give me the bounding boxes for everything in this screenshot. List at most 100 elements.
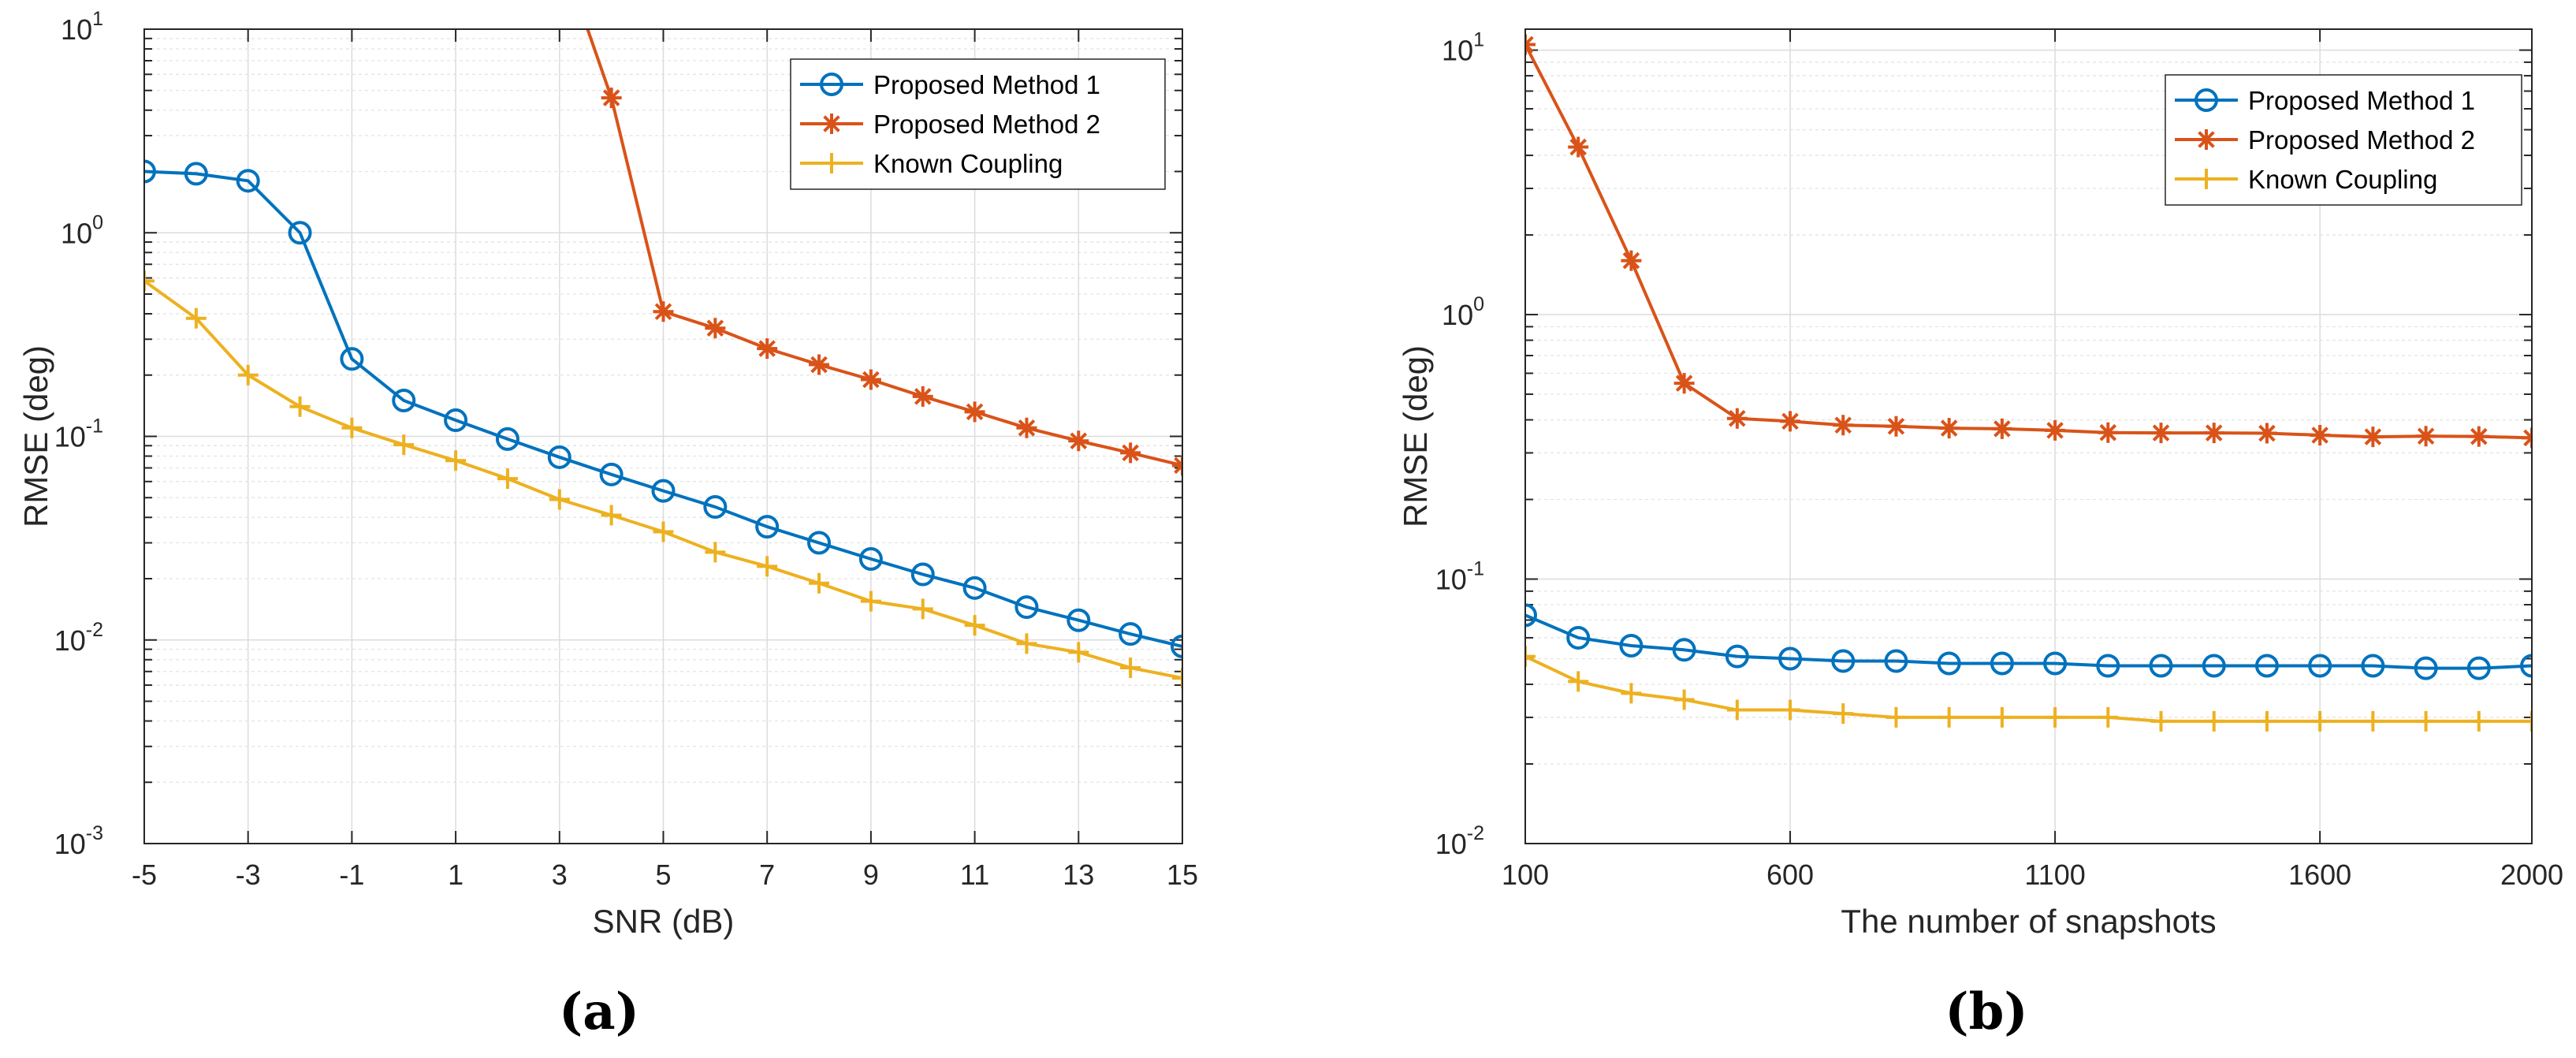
y-tick-label: 10-1: [1435, 558, 1484, 596]
data-point-plus: [2203, 710, 2224, 732]
data-point-circle: [1119, 622, 1143, 646]
y-tick-label: 101: [61, 8, 103, 46]
y-tick-base: 10: [1435, 828, 1467, 860]
data-point-plus: [2522, 710, 2532, 732]
x-tick-label: 15: [1167, 859, 1198, 891]
data-point-plus: [653, 521, 674, 542]
data-point-asterisk: [1780, 411, 1801, 432]
y-tick-base: 10: [61, 217, 92, 249]
x-tick-label: 3: [552, 859, 568, 891]
data-point-plus: [144, 270, 154, 292]
y-tick-label: 101: [1442, 29, 1484, 67]
legend-label: Proposed Method 2: [2248, 125, 2475, 155]
data-point-asterisk: [601, 88, 622, 109]
data-point-plus: [964, 615, 985, 636]
data-point-circle: [2149, 654, 2173, 678]
x-tick-label: 1600: [2288, 859, 2351, 891]
x-axis-label: The number of snapshots: [1841, 903, 2216, 940]
y-tick-exponent: -1: [86, 415, 103, 438]
legend-label: Proposed Method 1: [2248, 86, 2475, 115]
x-tick-label: 9: [863, 859, 879, 891]
legend-label: Known Coupling: [873, 149, 1063, 178]
data-point-asterisk: [860, 369, 881, 390]
axes-box: [143, 28, 1183, 844]
legend-label: Proposed Method 2: [873, 110, 1100, 139]
data-point-asterisk: [2098, 422, 2119, 443]
y-tick-exponent: 1: [1473, 29, 1484, 51]
y-axis-label: RMSE (deg): [1397, 345, 1434, 527]
data-point-plus: [1991, 706, 2012, 728]
series-line-1: [144, 170, 1182, 648]
data-point-asterisk: [1568, 136, 1589, 158]
data-point-plus: [1621, 683, 1642, 704]
data-point-circle: [288, 221, 312, 245]
data-point-asterisk: [1016, 417, 1037, 438]
data-point-asterisk: [964, 401, 985, 423]
legend-item: Proposed Method 2: [800, 110, 1100, 139]
data-point-plus: [1016, 633, 1037, 654]
data-point-circle: [1566, 625, 1591, 650]
data-point-plus: [912, 598, 933, 620]
x-tick-label: 7: [759, 859, 775, 891]
data-point-asterisk: [912, 386, 933, 407]
data-point-plus: [497, 468, 518, 490]
legend-item: Proposed Method 1: [2175, 86, 2475, 115]
data-point-circle: [2466, 656, 2491, 680]
data-point-circle: [2361, 654, 2385, 678]
data-point-asterisk: [809, 354, 830, 375]
data-point-plus: [2468, 710, 2489, 732]
y-tick-base: 10: [54, 828, 86, 860]
data-point-asterisk: [1833, 415, 1854, 436]
data-point-circle: [340, 347, 364, 371]
y-tick-exponent: -2: [86, 619, 103, 641]
y-tick-exponent: -3: [86, 822, 103, 844]
legend-item: Proposed Method 2: [2175, 125, 2475, 155]
data-point-circle: [1672, 638, 1696, 662]
data-point-circle: [703, 495, 728, 520]
data-point-plus: [341, 417, 363, 438]
legend-marker-plus: [821, 153, 842, 173]
data-point-plus: [2045, 706, 2066, 728]
data-point-asterisk: [2203, 423, 2224, 444]
data-point-plus: [1673, 689, 1695, 710]
data-point-circle: [547, 445, 571, 469]
y-tick-base: 10: [54, 624, 86, 657]
data-point-plus: [1780, 699, 1801, 721]
legend: Proposed Method 1 Proposed Method 2 Known …: [790, 58, 1166, 190]
data-point-asterisk: [705, 318, 726, 339]
data-point-plus: [757, 556, 778, 577]
data-point-circle: [1725, 644, 1749, 669]
data-point-asterisk: [653, 301, 674, 322]
data-point-circle: [1990, 651, 2014, 676]
x-tick-label: 100: [1502, 859, 1549, 891]
data-point-circle: [236, 169, 260, 193]
data-point-asterisk: [1621, 250, 1642, 271]
data-point-circle: [2202, 654, 2226, 678]
data-point-plus: [809, 572, 830, 594]
x-tick-label: 1: [448, 859, 463, 891]
panel-label: (b): [1945, 982, 2027, 1041]
data-point-plus: [1938, 706, 1960, 728]
panel-label: (a): [559, 982, 639, 1041]
data-point-plus: [1726, 699, 1748, 721]
data-point-plus: [549, 489, 570, 510]
data-point-asterisk: [2256, 423, 2277, 444]
y-tick-base: 10: [1442, 35, 1473, 67]
y-tick-label: 10-2: [54, 619, 103, 657]
data-point-plus: [2310, 710, 2331, 732]
x-tick-label: 2000: [2500, 859, 2563, 891]
y-tick-exponent: 0: [92, 211, 103, 233]
y-tick-label: 10-2: [1435, 822, 1484, 860]
x-axis-label: SNR (dB): [593, 903, 735, 940]
data-point-circle: [144, 159, 156, 184]
plot-area: [144, 29, 1182, 689]
legend-item: Proposed Method 1: [800, 70, 1100, 99]
data-point-plus: [393, 434, 415, 456]
data-point-asterisk: [757, 338, 778, 359]
data-point-circle: [1171, 634, 1182, 658]
legend-label: Proposed Method 1: [873, 70, 1100, 99]
data-point-plus: [1525, 646, 1536, 667]
data-point-circle: [1525, 603, 1537, 628]
